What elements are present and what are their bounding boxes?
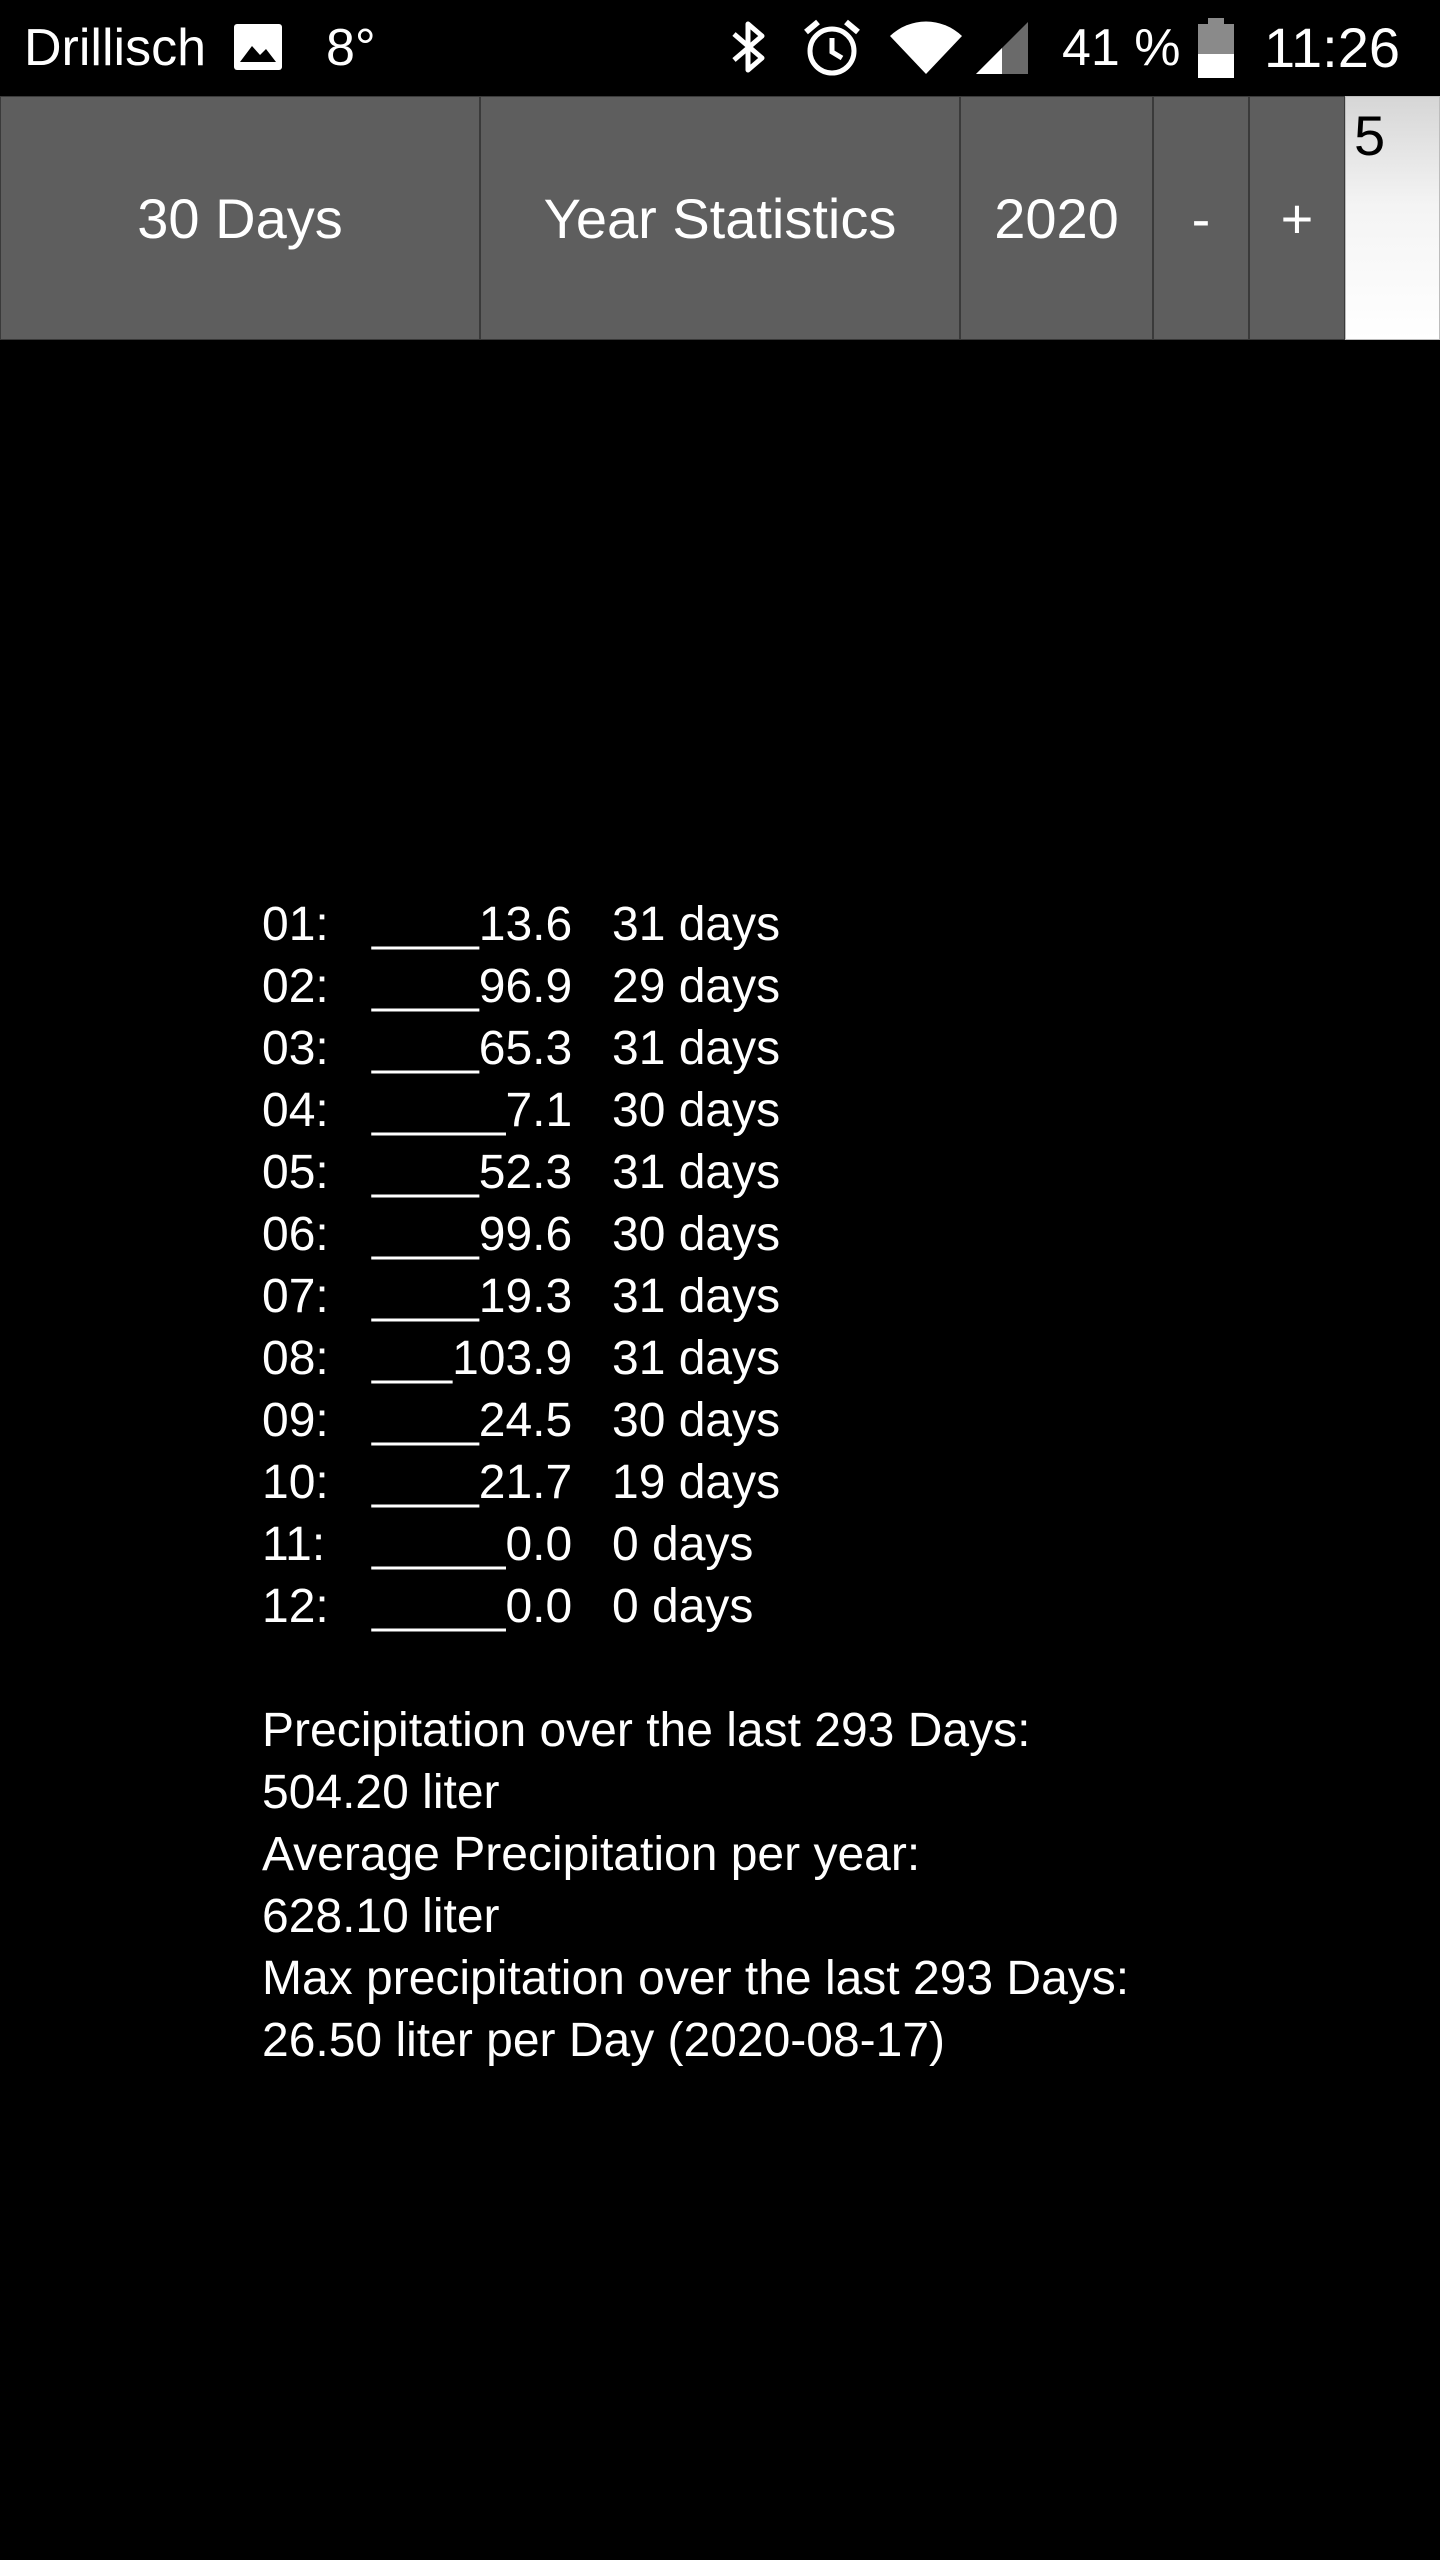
month-row: 11: _____0.0 0 days — [262, 1514, 1382, 1576]
month-amount: ____52.3 — [372, 1146, 573, 1199]
month-row: 09: ____24.5 30 days — [262, 1390, 1382, 1452]
month-amount: ____96.9 — [372, 960, 573, 1013]
year-button[interactable]: 2020 — [960, 96, 1153, 340]
month-row: 06: ____99.6 30 days — [262, 1204, 1382, 1266]
month-days: 31 days — [612, 1270, 781, 1323]
temperature: 8° — [326, 19, 376, 77]
month-amount: _____7.1 — [372, 1084, 573, 1137]
battery-percent: 41 % — [1062, 19, 1181, 77]
month-amount: ____19.3 — [372, 1270, 573, 1323]
average-precipitation-label: Average Precipitation per year: — [262, 1828, 921, 1881]
bluetooth-icon — [732, 21, 765, 73]
signal-icon — [976, 22, 1028, 74]
month-label: 03: — [262, 1022, 329, 1075]
month-label: 06: — [262, 1208, 329, 1261]
battery-icon — [1198, 18, 1234, 78]
month-days: 29 days — [612, 960, 781, 1013]
month-days: 30 days — [612, 1394, 781, 1447]
total-precipitation-label: Precipitation over the last 293 Days: — [262, 1704, 1031, 1757]
month-row: 07: ____19.3 31 days — [262, 1266, 1382, 1328]
value-input[interactable]: 5 — [1345, 96, 1440, 340]
carrier-name: Drillisch — [24, 19, 206, 77]
max-precipitation-value: 26.50 liter per Day (2020-08-17) — [262, 2014, 946, 2067]
toolbar: 30 Days Year Statistics 2020 - + 5 — [0, 96, 1440, 342]
month-amount: ____99.6 — [372, 1208, 573, 1261]
month-label: 02: — [262, 960, 329, 1013]
gallery-icon — [234, 24, 282, 70]
month-days: 30 days — [612, 1208, 781, 1261]
month-amount: ____24.5 — [372, 1394, 573, 1447]
month-days: 30 days — [612, 1084, 781, 1137]
month-label: 10: — [262, 1456, 329, 1509]
decrement-button[interactable]: - — [1153, 96, 1249, 340]
month-amount: _____0.0 — [372, 1518, 573, 1571]
month-row: 02: ____96.9 29 days — [262, 956, 1382, 1018]
month-amount: ____65.3 — [372, 1022, 573, 1075]
month-days: 31 days — [612, 898, 781, 951]
month-label: 01: — [262, 898, 329, 951]
alarm-icon — [804, 19, 860, 76]
month-label: 12: — [262, 1580, 329, 1633]
month-row: 08: ___103.9 31 days — [262, 1328, 1382, 1390]
month-label: 07: — [262, 1270, 329, 1323]
month-label: 04: — [262, 1084, 329, 1137]
month-row: 03: ____65.3 31 days — [262, 1018, 1382, 1080]
monthly-list: 01: ____13.6 31 days 02: ____96.9 29 day… — [262, 894, 1382, 1638]
total-precipitation-value: 504.20 liter — [262, 1766, 500, 1819]
month-days: 0 days — [612, 1518, 754, 1571]
month-row: 05: ____52.3 31 days — [262, 1142, 1382, 1204]
max-precipitation-label: Max precipitation over the last 293 Days… — [262, 1952, 1130, 2005]
month-row: 10: ____21.7 19 days — [262, 1452, 1382, 1514]
month-days: 31 days — [612, 1332, 781, 1385]
month-amount: ____21.7 — [372, 1456, 573, 1509]
month-amount: ___103.9 — [372, 1332, 573, 1385]
month-days: 0 days — [612, 1580, 754, 1633]
clock: 11:26 — [1264, 16, 1400, 79]
precipitation-summary: Precipitation over the last 293 Days: 50… — [262, 1700, 1382, 2072]
average-precipitation-value: 628.10 liter — [262, 1890, 500, 1943]
month-row: 12: _____0.0 0 days — [262, 1576, 1382, 1638]
year-statistics-button[interactable]: Year Statistics — [480, 96, 960, 340]
month-amount: _____0.0 — [372, 1580, 573, 1633]
month-label: 08: — [262, 1332, 329, 1385]
month-row: 04: _____7.1 30 days — [262, 1080, 1382, 1142]
month-amount: ____13.6 — [372, 898, 573, 951]
month-label: 05: — [262, 1146, 329, 1199]
month-row: 01: ____13.6 31 days — [262, 894, 1382, 956]
month-days: 31 days — [612, 1146, 781, 1199]
month-days: 19 days — [612, 1456, 781, 1509]
wifi-icon — [890, 21, 962, 74]
month-label: 11: — [262, 1518, 326, 1571]
month-label: 09: — [262, 1394, 329, 1447]
month-days: 31 days — [612, 1022, 781, 1075]
30-days-button[interactable]: 30 Days — [0, 96, 480, 340]
increment-button[interactable]: + — [1249, 96, 1345, 340]
status-bar: Drillisch 8° 41 % 11:26 — [0, 0, 1440, 96]
year-statistics: 01: ____13.6 31 days 02: ____96.9 29 day… — [262, 894, 1382, 2072]
